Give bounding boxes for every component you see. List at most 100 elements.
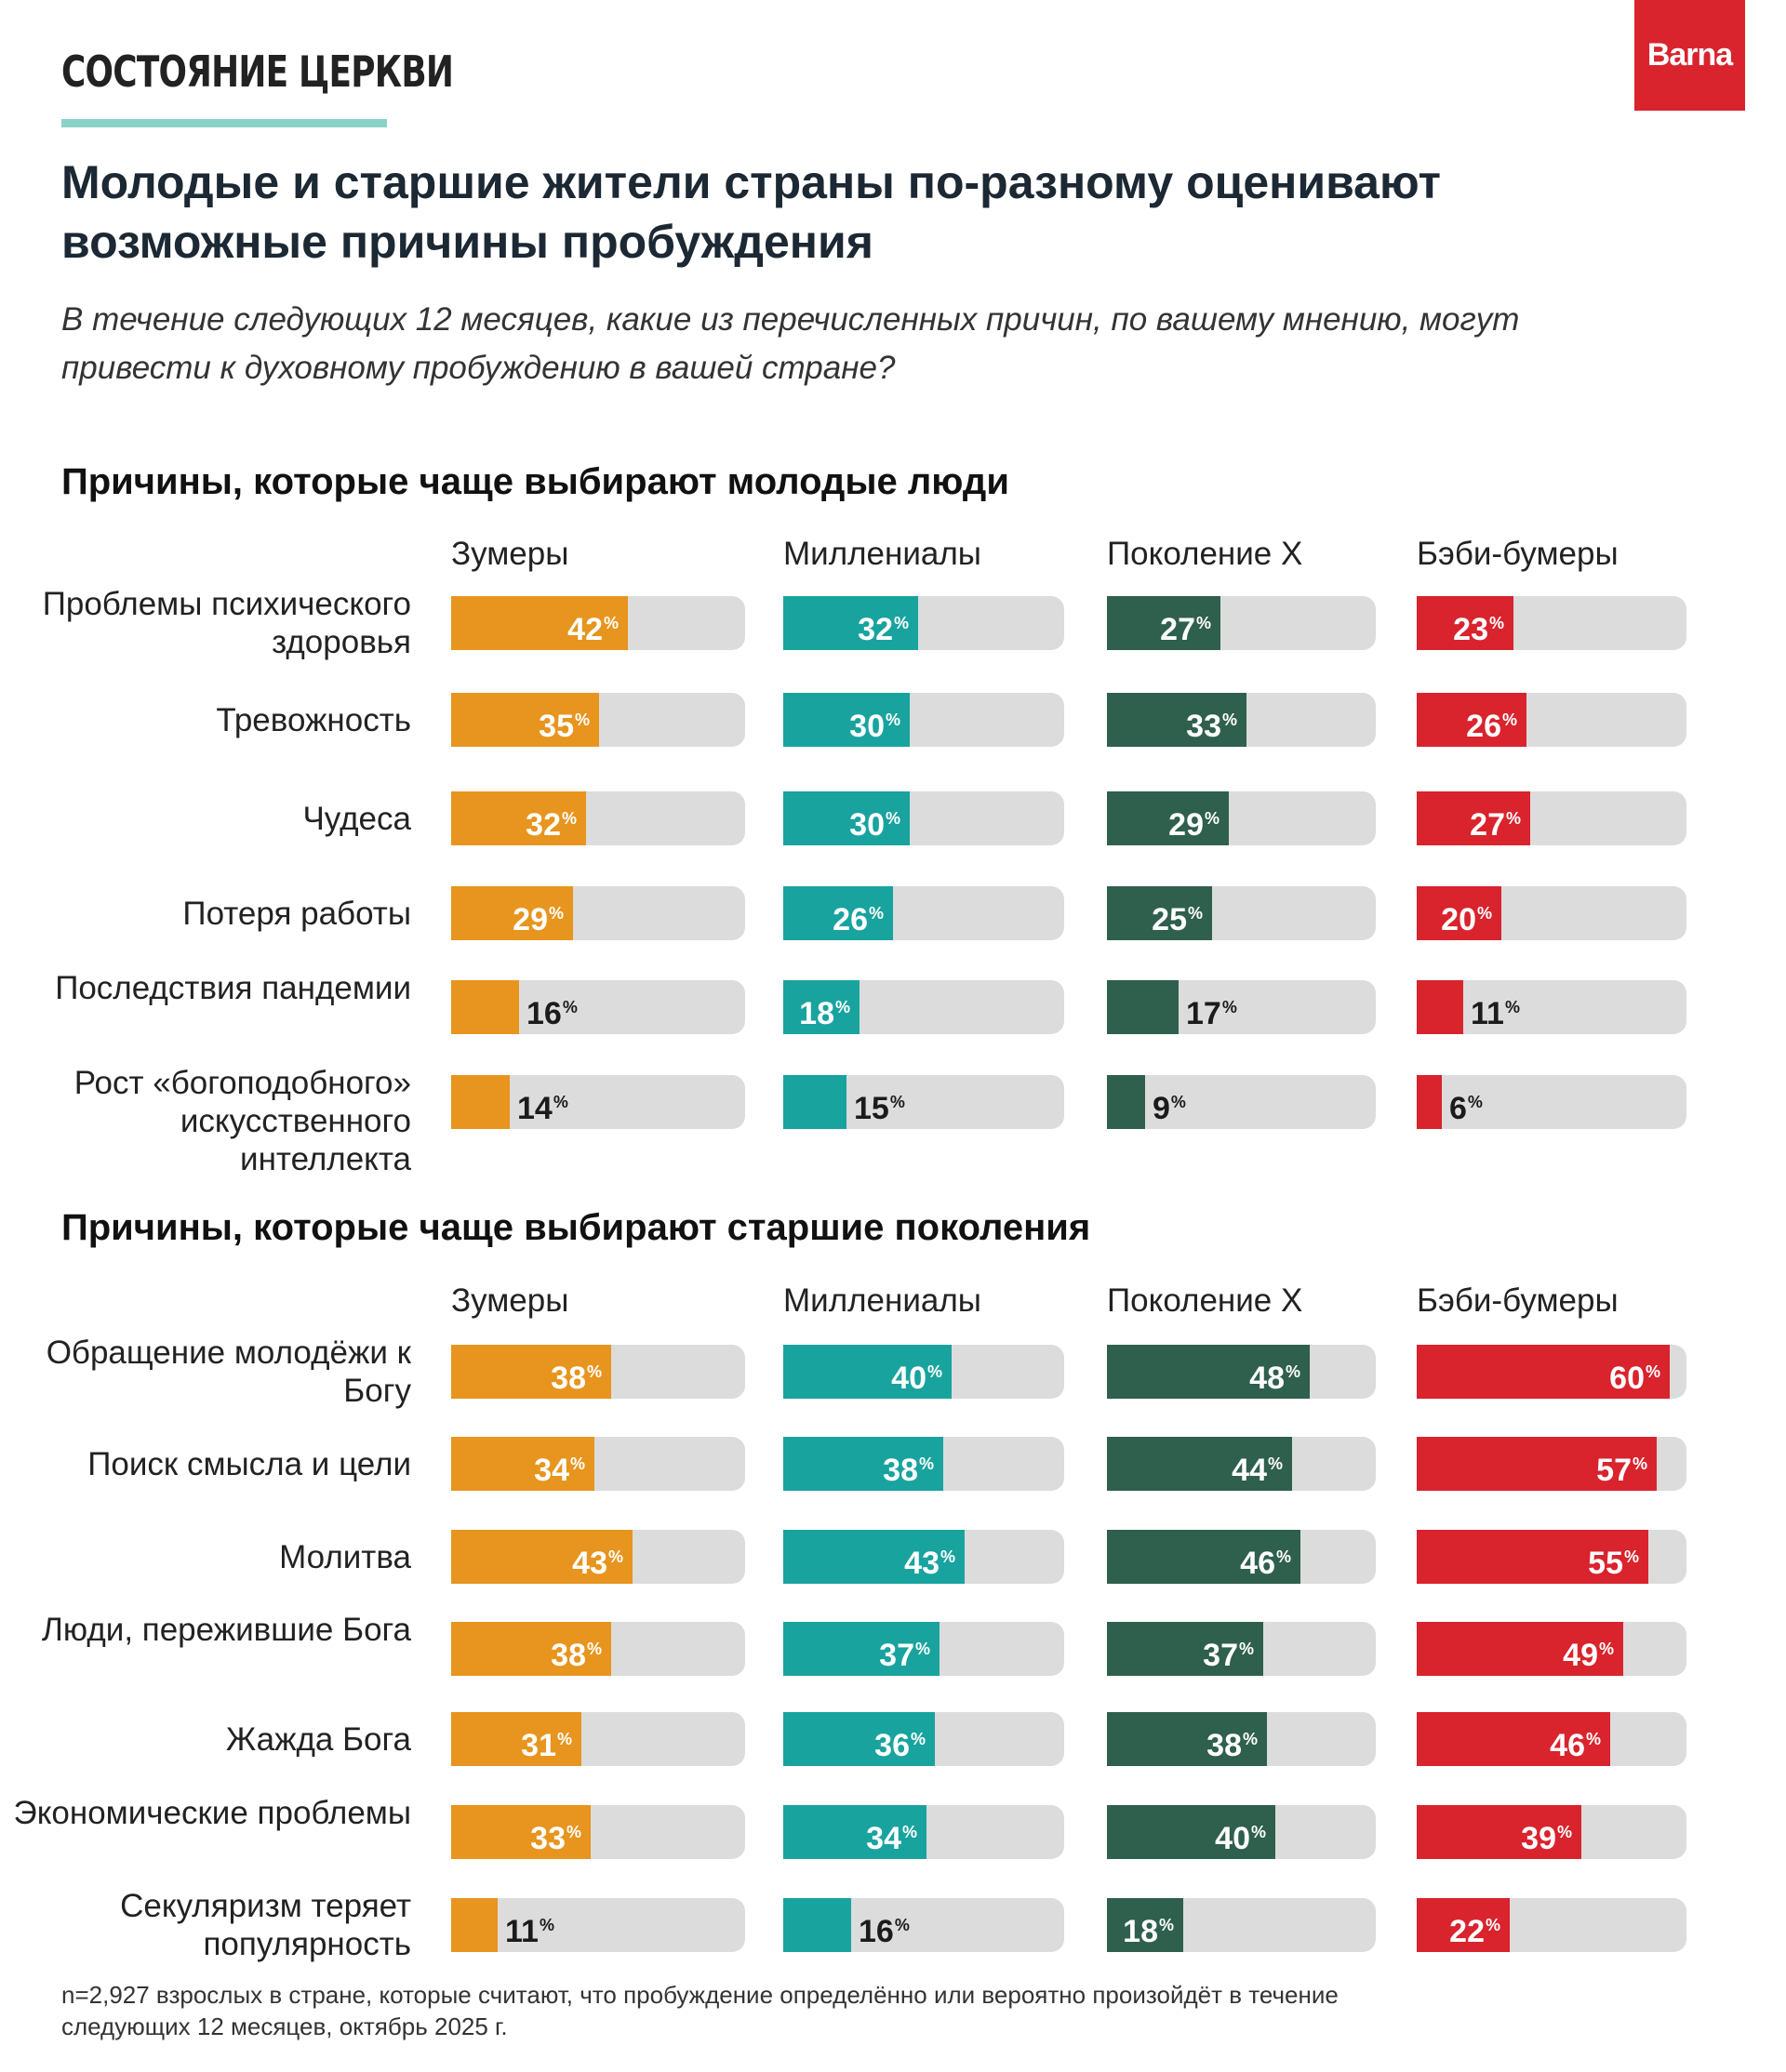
bar-track: 26% (783, 886, 1064, 940)
percent-sign: % (562, 998, 578, 1016)
bar-value: 15 (854, 1091, 889, 1126)
bar-value-label: 30% (849, 693, 900, 747)
bar-value: 34 (534, 1453, 569, 1488)
bar-value-label: 57% (1596, 1437, 1647, 1491)
bar-value: 57 (1596, 1453, 1632, 1488)
bar-fill (451, 1805, 591, 1859)
bar-value: 37 (879, 1638, 914, 1673)
bar-fill (451, 693, 599, 747)
bar-fill (1107, 886, 1212, 940)
bar-track: 27% (1417, 791, 1686, 845)
bar-value: 16 (859, 1914, 894, 1949)
bar-value-label: 22% (1449, 1898, 1500, 1952)
bar-fill (783, 1345, 952, 1399)
bar-value-label: 16% (526, 980, 578, 1034)
bar-track: 30% (783, 693, 1064, 747)
bar-fill (1417, 1075, 1442, 1129)
column-header: Бэби-бумеры (1417, 536, 1619, 572)
bar-fill (451, 1437, 594, 1491)
bar-track: 57% (1417, 1437, 1686, 1491)
bar-value-label: 23% (1453, 596, 1504, 650)
bar-value-label: 33% (1186, 693, 1237, 747)
bar-fill (783, 1437, 943, 1491)
bar-fill (1417, 1345, 1670, 1399)
percent-sign: % (1221, 711, 1237, 729)
percent-sign: % (574, 711, 590, 729)
bar-track: 46% (1417, 1712, 1686, 1766)
bar-value: 30 (849, 709, 885, 744)
bar-value: 6 (1449, 1091, 1467, 1126)
bar-fill (1417, 886, 1501, 940)
percent-sign: % (1267, 1454, 1283, 1473)
bar-track: 37% (783, 1622, 1064, 1676)
row-label: Чудеса (302, 800, 411, 837)
percent-sign: % (1556, 1823, 1572, 1841)
page-title: Молодые и старшие жители страны по-разно… (61, 156, 1441, 268)
row-label: Люди, пережившие Бога (41, 1612, 411, 1648)
bar-track: 33% (1107, 693, 1376, 747)
bar-fill (1417, 596, 1513, 650)
bar-value-label: 16% (859, 1898, 910, 1952)
percent-sign: % (940, 1547, 955, 1566)
bar-fill (1107, 1075, 1145, 1129)
bar-value-label: 35% (539, 693, 590, 747)
bar-value-label: 37% (1203, 1622, 1254, 1676)
bar-track: 9% (1107, 1075, 1376, 1129)
bar-value-label: 26% (1466, 693, 1517, 747)
bar-fill (783, 1898, 851, 1952)
bar-value-label: 38% (1206, 1712, 1258, 1766)
bar-track: 22% (1417, 1898, 1686, 1952)
bar-value-label: 55% (1588, 1530, 1639, 1584)
bar-fill (451, 1898, 498, 1952)
percent-sign: % (885, 809, 900, 828)
section-title: Причины, которые чаще выбирают старшие п… (61, 1207, 1091, 1248)
bar-fill (783, 886, 893, 940)
bar-value-label: 27% (1160, 596, 1211, 650)
bar-value: 40 (1215, 1821, 1250, 1856)
bar-track: 26% (1417, 693, 1686, 747)
percent-sign: % (910, 1730, 926, 1748)
bar-track: 30% (783, 791, 1064, 845)
bar-value-label: 11% (1471, 980, 1520, 1034)
bar-value: 29 (513, 902, 548, 937)
row-label: Потеря работы (182, 895, 411, 932)
bar-value-label: 42% (567, 596, 619, 650)
bar-track: 14% (451, 1075, 745, 1129)
bar-track: 49% (1417, 1622, 1686, 1676)
percent-sign: % (1501, 711, 1517, 729)
percent-sign: % (556, 1730, 572, 1748)
bar-value-label: 11% (505, 1898, 554, 1952)
bar-track: 35% (451, 693, 745, 747)
bar-value: 14 (517, 1091, 553, 1126)
bar-value: 46 (1240, 1546, 1275, 1581)
percent-sign: % (1195, 614, 1211, 632)
bar-track: 42% (451, 596, 745, 650)
bar-track: 34% (783, 1805, 1064, 1859)
bar-value: 40 (891, 1361, 926, 1396)
percent-sign: % (607, 1547, 623, 1566)
bar-fill (783, 791, 910, 845)
bar-track: 17% (1107, 980, 1376, 1034)
bar-fill (1417, 1805, 1581, 1859)
bar-track: 27% (1107, 596, 1376, 650)
bar-fill (1107, 1530, 1300, 1584)
bar-fill (783, 980, 860, 1034)
bar-value-label: 14% (517, 1075, 568, 1129)
bar-fill (1417, 1437, 1657, 1491)
bar-track: 25% (1107, 886, 1376, 940)
percent-sign: % (1170, 1093, 1186, 1111)
percent-sign: % (561, 809, 577, 828)
bar-value-label: 44% (1232, 1437, 1283, 1491)
bar-value: 55 (1588, 1546, 1623, 1581)
bar-fill (1107, 693, 1246, 747)
bar-value: 31 (521, 1728, 556, 1763)
bar-track: 37% (1107, 1622, 1376, 1676)
percent-sign: % (868, 904, 884, 923)
bar-fill (1107, 980, 1179, 1034)
percent-sign: % (586, 1362, 602, 1381)
bar-value: 16 (526, 996, 562, 1031)
bar-value-label: 49% (1563, 1622, 1614, 1676)
bar-value-label: 38% (883, 1437, 934, 1491)
bar-track: 46% (1107, 1530, 1376, 1584)
percent-sign: % (1467, 1093, 1483, 1111)
